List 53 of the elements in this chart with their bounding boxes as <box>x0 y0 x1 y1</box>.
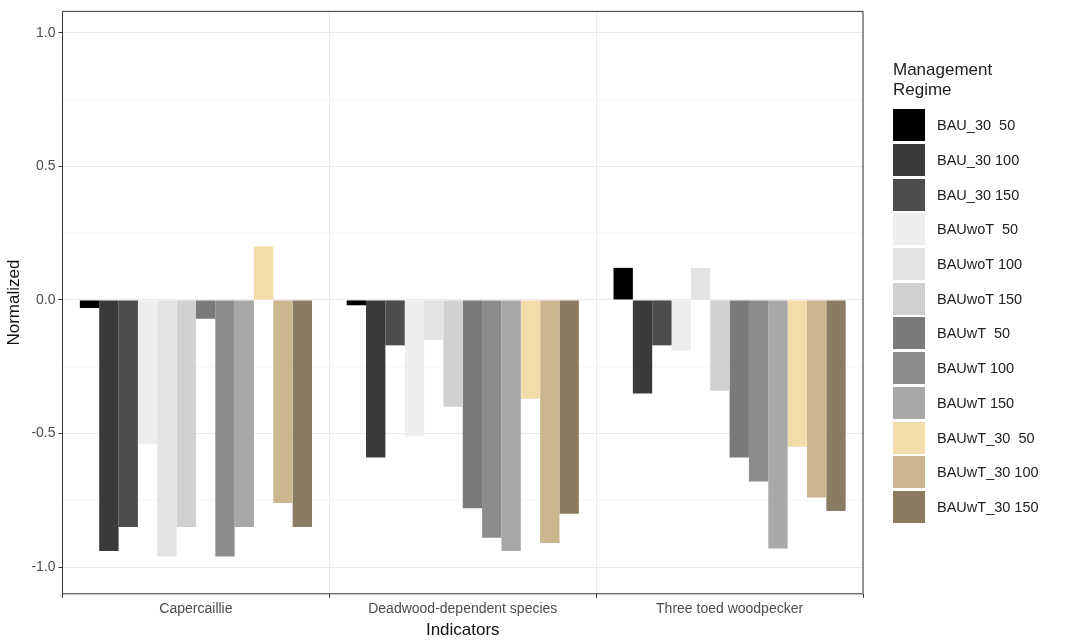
bar <box>482 300 502 538</box>
legend-label: BAUwoT 150 <box>937 290 1023 307</box>
bar <box>99 300 119 552</box>
bar <box>385 300 405 346</box>
bar <box>215 300 235 557</box>
legend-title: Management Regime <box>893 60 994 100</box>
x-axis-title: Indicators <box>425 620 500 640</box>
bar <box>613 267 633 300</box>
legend-label: BAU_30 50 <box>937 117 1016 134</box>
bar <box>520 300 541 399</box>
bar <box>632 300 653 394</box>
bar <box>748 300 769 482</box>
bar <box>540 300 560 544</box>
bar <box>195 300 216 319</box>
bar <box>559 300 579 514</box>
bar <box>176 300 196 528</box>
bar <box>787 300 807 447</box>
y-tick-label: -0.5 <box>31 424 56 441</box>
legend-label: BAUwT_30 100 <box>937 464 1039 481</box>
x-tick-label: Deadwood-dependent species <box>368 600 558 617</box>
legend-label: BAU_30 150 <box>937 186 1020 203</box>
bar <box>826 300 846 511</box>
y-axis-title: Normalized <box>3 259 23 346</box>
bar <box>501 300 521 552</box>
bar <box>806 300 827 498</box>
bar <box>346 300 367 306</box>
legend-label: BAUwT_30 50 <box>937 429 1035 446</box>
bar <box>462 300 483 509</box>
bar <box>443 300 463 407</box>
legend-label: BAUwT 50 <box>937 325 1011 342</box>
x-tick-label: Three toed woodpecker <box>656 600 804 617</box>
bar <box>118 300 138 528</box>
legend-label: BAUwT_30 150 <box>937 498 1039 515</box>
x-tick-label: Capercaillie <box>159 600 233 617</box>
legend-label: BAU_30 100 <box>937 152 1020 169</box>
y-tick-label: 0.5 <box>36 157 56 174</box>
bar <box>729 300 749 458</box>
y-tick-label: -1.0 <box>31 557 56 574</box>
bar <box>234 300 254 528</box>
bar <box>652 300 672 346</box>
bar <box>273 300 293 503</box>
y-tick-label: 0.0 <box>36 290 56 307</box>
legend-label: BAUwoT 50 <box>937 221 1019 238</box>
bar <box>366 300 386 458</box>
bar <box>253 246 274 300</box>
legend-label: BAUwoT 100 <box>937 256 1023 273</box>
y-tick-label: 1.0 <box>36 23 56 40</box>
legend-label: BAUwT 100 <box>937 360 1015 377</box>
legend-label: BAUwT 150 <box>937 394 1015 411</box>
bar <box>292 300 313 528</box>
bar <box>768 300 788 549</box>
bar <box>79 300 100 308</box>
bar <box>710 300 730 391</box>
